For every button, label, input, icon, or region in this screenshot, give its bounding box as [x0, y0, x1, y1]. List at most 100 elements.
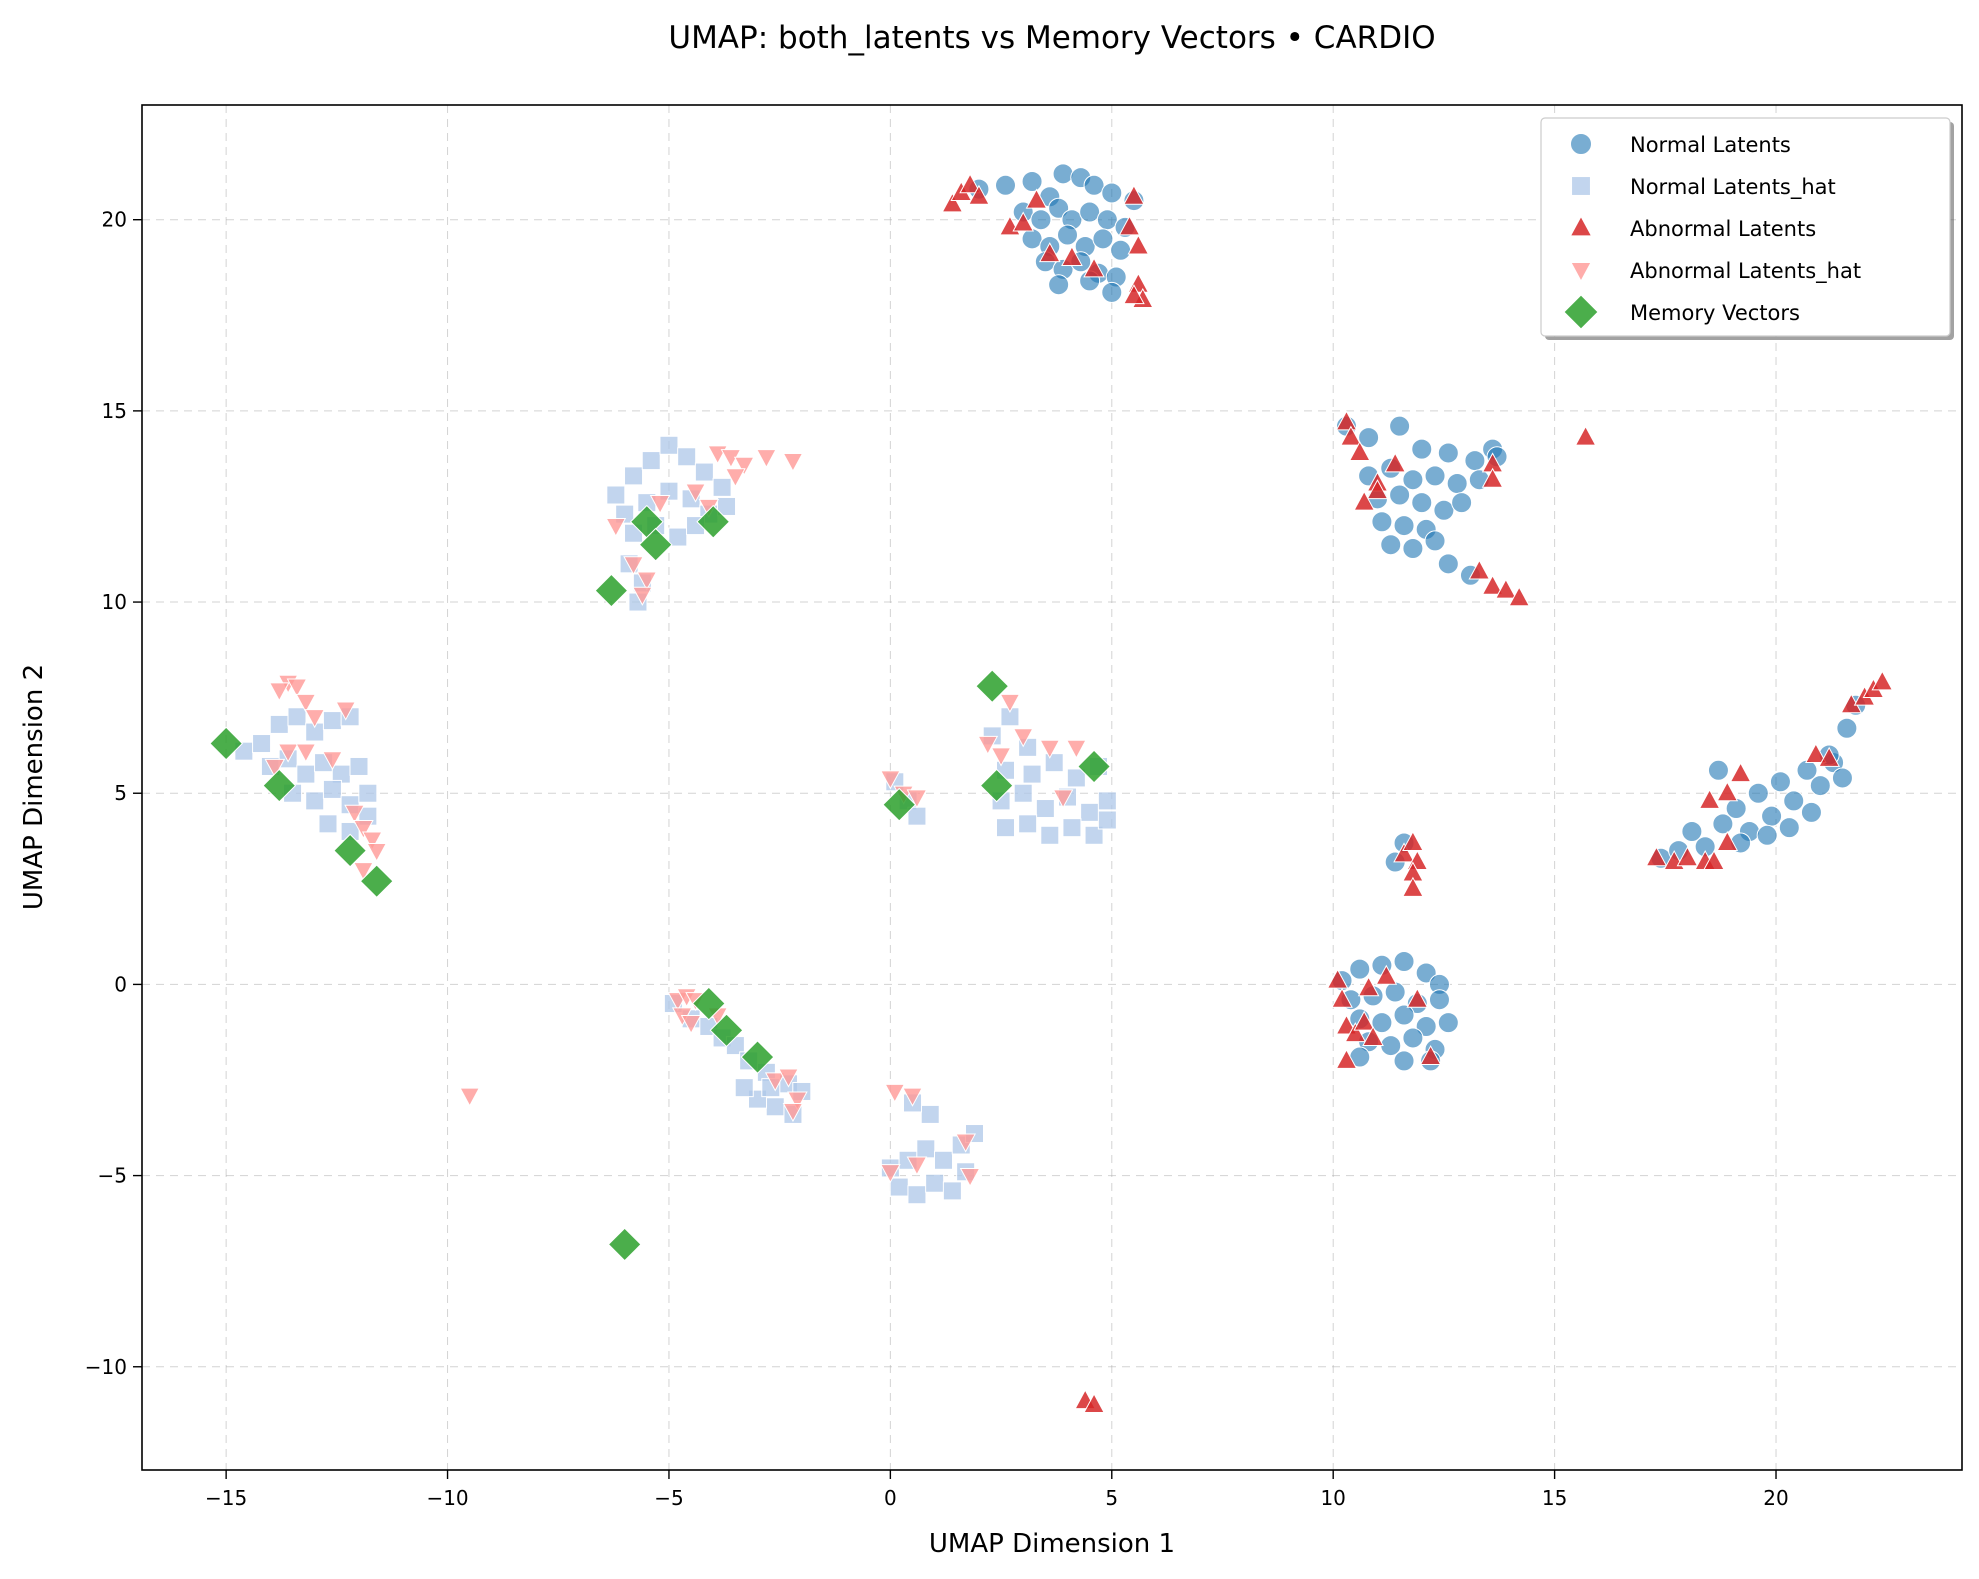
data-point — [906, 1156, 928, 1176]
data-point — [623, 556, 644, 576]
data-point — [942, 1181, 962, 1201]
data-point — [1681, 820, 1703, 842]
data-point — [1707, 759, 1729, 781]
data-point — [459, 1087, 481, 1107]
data-point — [1402, 876, 1424, 897]
data-point — [1464, 450, 1486, 472]
data-point — [1836, 717, 1858, 739]
data-point — [920, 1104, 940, 1124]
data-point — [1393, 1004, 1415, 1026]
data-point — [1083, 257, 1105, 278]
legend-marker — [1570, 133, 1592, 155]
data-point — [1097, 791, 1117, 811]
x-tick-label: 0 — [884, 1486, 897, 1510]
data-point — [1096, 209, 1118, 231]
data-point — [1778, 817, 1800, 839]
data-point — [1066, 739, 1087, 759]
legend-box — [1540, 117, 1951, 337]
y-tick-label: −10 — [85, 1355, 127, 1379]
plot-area — [209, 163, 1894, 1413]
data-point — [1384, 452, 1407, 473]
data-point — [295, 693, 317, 713]
data-point — [269, 714, 289, 734]
data-point — [1437, 553, 1459, 575]
data-point — [359, 864, 394, 899]
data-point — [712, 477, 732, 497]
data-point — [638, 527, 673, 562]
data-point — [624, 466, 644, 486]
data-point — [925, 1173, 945, 1193]
data-point — [882, 787, 917, 822]
x-tick-label: −15 — [205, 1486, 247, 1510]
data-point — [694, 462, 714, 482]
data-point — [756, 449, 777, 469]
data-point — [264, 758, 286, 778]
data-point — [1393, 950, 1415, 972]
data-point — [1818, 746, 1840, 767]
data-point — [322, 779, 342, 799]
data-point — [322, 711, 342, 731]
data-point — [996, 818, 1016, 838]
data-point — [607, 1227, 642, 1262]
data-point — [1025, 188, 1048, 209]
data-point — [1446, 473, 1468, 495]
data-point — [361, 831, 383, 851]
data-point — [659, 435, 679, 455]
y-tick-label: 0 — [114, 972, 127, 996]
data-point — [1101, 281, 1123, 303]
data-point — [1574, 425, 1597, 446]
x-tick-label: 5 — [1105, 1486, 1118, 1510]
data-point — [1038, 242, 1061, 263]
data-point — [902, 1087, 923, 1107]
data-point — [787, 1091, 808, 1111]
data-point — [305, 791, 325, 811]
data-point — [1809, 775, 1831, 797]
data-point — [1805, 742, 1827, 763]
data-point — [1393, 1050, 1415, 1072]
data-point — [709, 1013, 744, 1048]
data-point — [1495, 578, 1517, 599]
data-point — [605, 517, 627, 538]
data-point — [1348, 440, 1371, 461]
data-point — [1402, 469, 1424, 491]
x-tick-label: 20 — [1763, 1486, 1788, 1510]
x-tick-label: 10 — [1320, 1486, 1345, 1510]
legend-label: Abnormal Latents_hat — [1630, 259, 1861, 284]
data-point — [691, 986, 726, 1021]
data-point — [680, 1015, 702, 1035]
data-point — [1380, 534, 1402, 556]
data-point — [1056, 224, 1078, 246]
data-point — [1123, 284, 1145, 305]
data-point — [1097, 810, 1117, 830]
data-point — [1703, 850, 1725, 871]
legend-label: Normal Latents_hat — [1630, 175, 1836, 200]
data-point — [906, 789, 928, 809]
legend-marker — [1570, 262, 1592, 283]
data-point — [1508, 586, 1531, 607]
y-tick-label: −5 — [98, 1164, 127, 1188]
data-point — [1402, 538, 1424, 560]
data-point — [1437, 442, 1459, 464]
data-point — [1451, 492, 1473, 514]
data-point — [1371, 511, 1393, 533]
data-point — [1030, 209, 1052, 231]
data-point — [1344, 1022, 1367, 1043]
data-point — [725, 468, 746, 488]
data-point — [1021, 228, 1043, 250]
y-axis-label: UMAP Dimension 2 — [19, 664, 49, 910]
data-point — [959, 173, 981, 194]
data-point — [1048, 197, 1070, 219]
data-point — [1044, 753, 1064, 773]
data-point — [252, 734, 272, 754]
data-point — [1871, 670, 1894, 691]
data-point — [286, 678, 308, 698]
data-point — [209, 726, 244, 761]
data-point — [1083, 1392, 1105, 1413]
data-point — [1428, 989, 1450, 1011]
x-tick-label: −5 — [654, 1486, 683, 1510]
data-point — [1676, 846, 1699, 867]
data-point — [1698, 788, 1721, 809]
data-point — [1335, 1048, 1358, 1069]
data-point — [1013, 783, 1033, 803]
data-point — [277, 743, 299, 763]
